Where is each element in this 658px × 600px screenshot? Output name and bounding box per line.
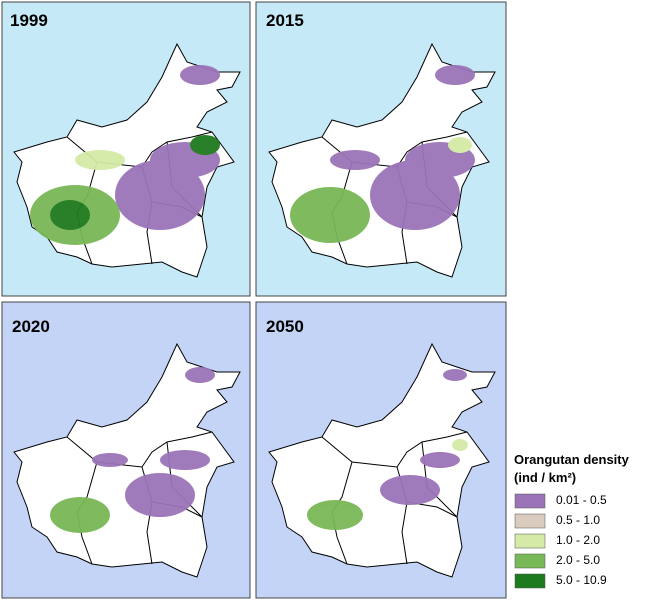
legend-unit: (ind / km²) [514,470,576,485]
legend-swatch [514,513,546,529]
legend-swatch [514,533,546,549]
legend: Orangutan density (ind / km²) 0.01 - 0.5… [514,452,630,589]
legend-label: 2.0 - 5.0 [556,553,600,567]
panel-label: 2050 [266,317,304,336]
legend-swatch [514,553,546,569]
panel-label: 2020 [12,317,50,336]
density-overlay [30,65,220,245]
panel-2020: 2020 [1,301,251,599]
legend-title: Orangutan density [514,452,630,467]
legend-label: 0.5 - 1.0 [556,513,600,527]
panel-1999: 1999 [1,1,251,297]
panel-label: 2015 [266,11,304,30]
legend-swatch [514,573,546,589]
density-overlay [307,369,468,530]
legend-label: 1.0 - 2.0 [556,533,600,547]
legend-swatch [514,493,546,509]
panel-2050: 2050 [255,301,507,599]
panel-label: 1999 [10,11,48,30]
legend-label: 5.0 - 10.9 [556,573,607,587]
density-overlay [50,367,215,533]
legend-label: 0.01 - 0.5 [556,493,607,507]
density-overlay [290,65,475,243]
panel-2015: 2015 [255,1,507,297]
